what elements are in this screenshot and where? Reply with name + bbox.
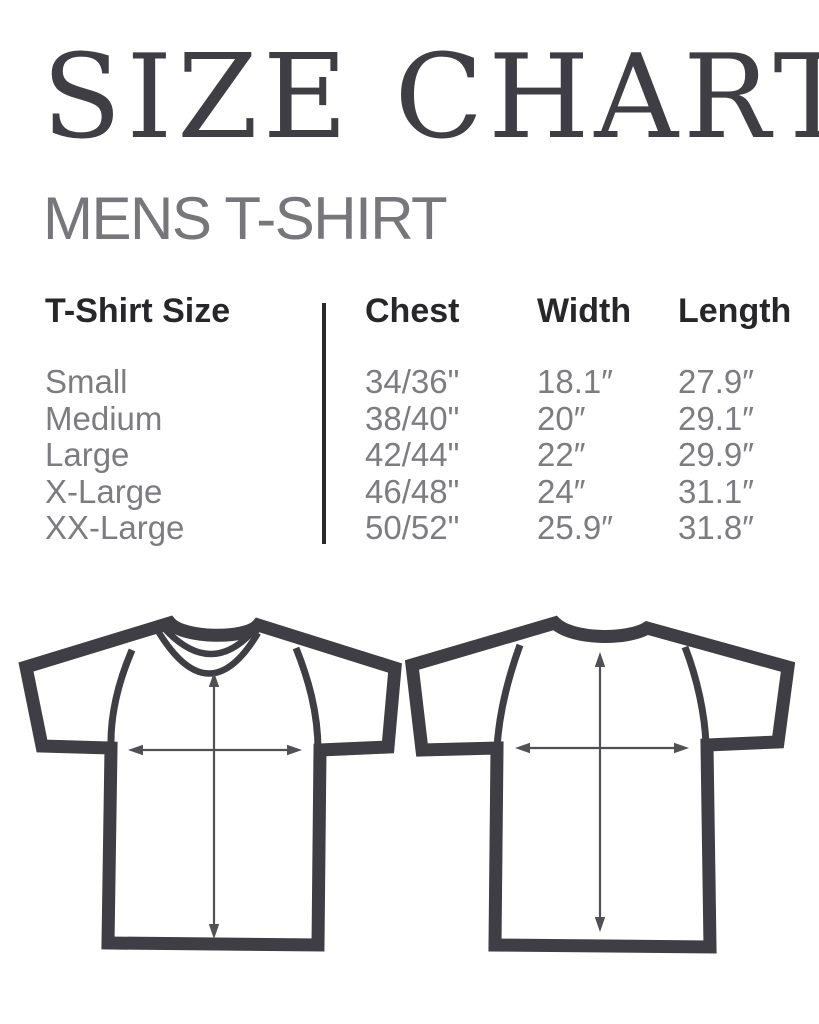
row-xlarge-size: X-Large: [45, 472, 163, 510]
back-left-armhole-seam: [493, 643, 524, 749]
header-length: Length: [678, 292, 792, 330]
size-table-body: Small 34/36" 18.1″ 27.9″ Medium 38/40" 2…: [45, 363, 790, 547]
row-small-size: Small: [45, 363, 128, 400]
row-xxlarge-chest: 50/52": [365, 509, 460, 547]
row-large-size: Large: [45, 436, 130, 474]
row-xlarge-width: 24″: [537, 472, 586, 510]
row-large-chest: 42/44": [365, 436, 460, 474]
row-xxlarge-width: 25.9″: [537, 509, 613, 547]
row-small-width: 18.1″: [537, 363, 613, 400]
row-xxlarge-size: XX-Large: [45, 509, 185, 547]
row-xlarge-chest: 46/48": [365, 472, 460, 510]
row-xlarge-length: 31.1″: [678, 472, 754, 510]
row-medium-width: 20″: [537, 399, 586, 437]
back-width-arrow: [515, 742, 689, 754]
row-xxlarge-length: 31.8″: [678, 509, 754, 547]
row-medium-length: 29.1″: [678, 399, 754, 437]
size-table-header-row: T-Shirt Size Chest Width Length: [45, 291, 792, 331]
row-medium-chest: 38/40": [365, 399, 460, 437]
front-right-armhole-seam: [292, 646, 322, 751]
front-left-armhole-seam: [107, 648, 136, 749]
row-large-width: 22″: [537, 436, 586, 474]
row-large-length: 29.9″: [678, 436, 754, 474]
front-width-arrow: [128, 744, 302, 756]
front-collar-outer-arc: [155, 629, 261, 677]
table-column-divider: [322, 303, 326, 544]
front-collar-inner-arc: [160, 624, 258, 658]
header-size: T-Shirt Size: [45, 292, 231, 330]
tshirt-front-icon: [18, 615, 402, 952]
row-small-chest: 34/36": [365, 363, 460, 400]
page-title: SIZE CHART: [42, 30, 819, 165]
row-medium-size: Medium: [45, 399, 163, 437]
header-width: Width: [537, 292, 632, 330]
front-length-arrow: [208, 672, 220, 939]
row-small-length: 27.9″: [678, 363, 754, 400]
page-subtitle: MENS T-SHIRT: [43, 185, 448, 252]
header-chest: Chest: [365, 292, 460, 330]
tshirt-back-icon: [404, 615, 796, 954]
back-length-arrow: [594, 652, 606, 932]
back-right-armhole-seam: [681, 645, 710, 746]
